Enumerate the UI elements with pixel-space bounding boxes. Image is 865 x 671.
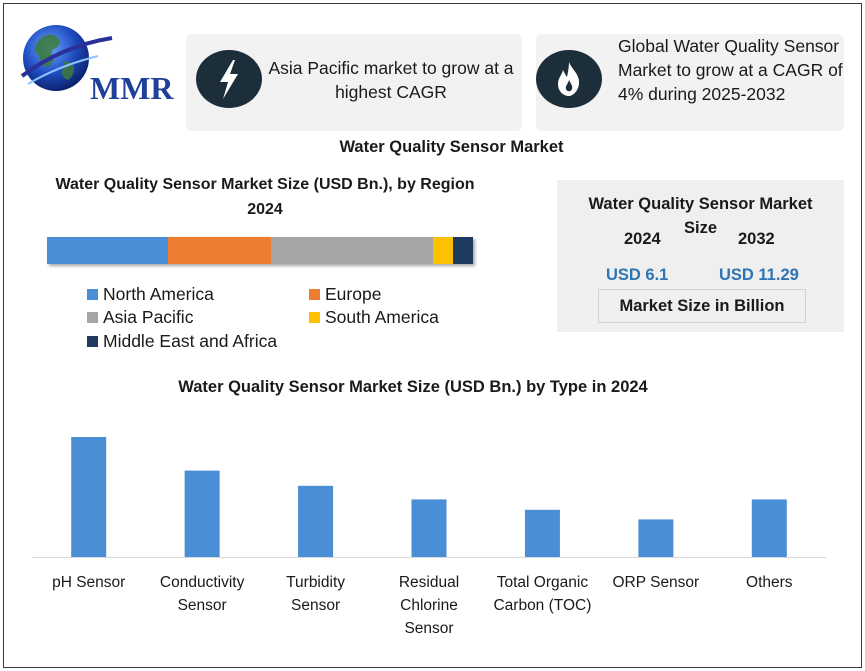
region-stacked-bar bbox=[47, 237, 473, 264]
type-chart-title: Water Quality Sensor Market Size (USD Bn… bbox=[178, 378, 648, 396]
year-end: 2032 bbox=[738, 230, 775, 248]
legend-swatch bbox=[309, 289, 320, 300]
legend-item-asia-pacific: Asia Pacific bbox=[87, 307, 193, 328]
bar-ph-sensor bbox=[71, 437, 107, 557]
bar-total-organic-carbon-toc- bbox=[524, 509, 560, 557]
legend-swatch bbox=[87, 336, 98, 347]
mmr-logo: MMR bbox=[14, 18, 179, 108]
highlight-text: Asia Pacific market to grow at a highest… bbox=[268, 58, 514, 102]
tick-label: Others bbox=[746, 574, 793, 591]
lightning-icon bbox=[196, 50, 262, 108]
highlight-card-asia: Asia Pacific market to grow at a highest… bbox=[186, 34, 522, 131]
bar-conductivity-sensor bbox=[184, 470, 220, 557]
stack-segment-north-america bbox=[47, 237, 169, 264]
tick-label: Residual Chlorine Sensor bbox=[399, 574, 459, 637]
highlight-card-cagr: Global Water Quality Sensor Market to gr… bbox=[536, 34, 844, 131]
legend-item-north-america: North America bbox=[87, 284, 214, 305]
legend-label: North America bbox=[103, 284, 214, 304]
brand-name: MMR bbox=[90, 70, 174, 106]
tick-label: Total Organic Carbon (TOC) bbox=[493, 574, 591, 614]
bar-turbidity-sensor bbox=[298, 485, 334, 557]
flame-icon bbox=[536, 50, 602, 108]
stack-segment-asia-pacific bbox=[270, 237, 433, 264]
value-end: USD 11.29 bbox=[719, 266, 799, 284]
legend-item-middle-east-africa: Middle East and Africa bbox=[87, 331, 277, 352]
value-start: USD 6.1 bbox=[606, 266, 669, 284]
legend-item-south-america: South America bbox=[309, 307, 439, 328]
stack-segment-south-america bbox=[432, 237, 453, 264]
globe-icon bbox=[20, 25, 113, 91]
bar-others bbox=[751, 499, 787, 557]
region-chart-title: Water Quality Sensor Market Size (USD Bn… bbox=[55, 176, 475, 218]
tick-label: ORP Sensor bbox=[612, 574, 699, 591]
tick-label: Conductivity Sensor bbox=[160, 574, 245, 614]
tick-label: Turbidity Sensor bbox=[286, 574, 345, 614]
legend-label: South America bbox=[325, 307, 439, 327]
market-size-unit: Market Size in Billion bbox=[598, 289, 806, 323]
tick-label: pH Sensor bbox=[52, 574, 125, 591]
bar-orp-sensor bbox=[638, 519, 674, 557]
stack-segment-middle-east-and-africa bbox=[452, 237, 473, 264]
legend-label: Middle East and Africa bbox=[103, 331, 278, 351]
market-size-card: Water Quality Sensor Market Size 2024 20… bbox=[557, 180, 844, 332]
legend-swatch bbox=[309, 312, 320, 323]
market-size-title: Water Quality Sensor Market Size bbox=[588, 195, 813, 237]
bar-residual-chlorine-sensor bbox=[411, 499, 447, 557]
main-title-text: Water Quality Sensor Market bbox=[339, 138, 564, 156]
main-title: Water Quality Sensor Market bbox=[0, 138, 859, 157]
highlight-text: Global Water Quality Sensor Market to gr… bbox=[618, 36, 843, 104]
legend-label: Europe bbox=[325, 284, 382, 304]
legend-swatch bbox=[87, 289, 98, 300]
legend-item-europe: Europe bbox=[309, 284, 381, 305]
legend-swatch bbox=[87, 312, 98, 323]
stack-segment-europe bbox=[168, 237, 271, 264]
legend-label: Asia Pacific bbox=[103, 307, 194, 327]
year-start: 2024 bbox=[624, 230, 661, 248]
